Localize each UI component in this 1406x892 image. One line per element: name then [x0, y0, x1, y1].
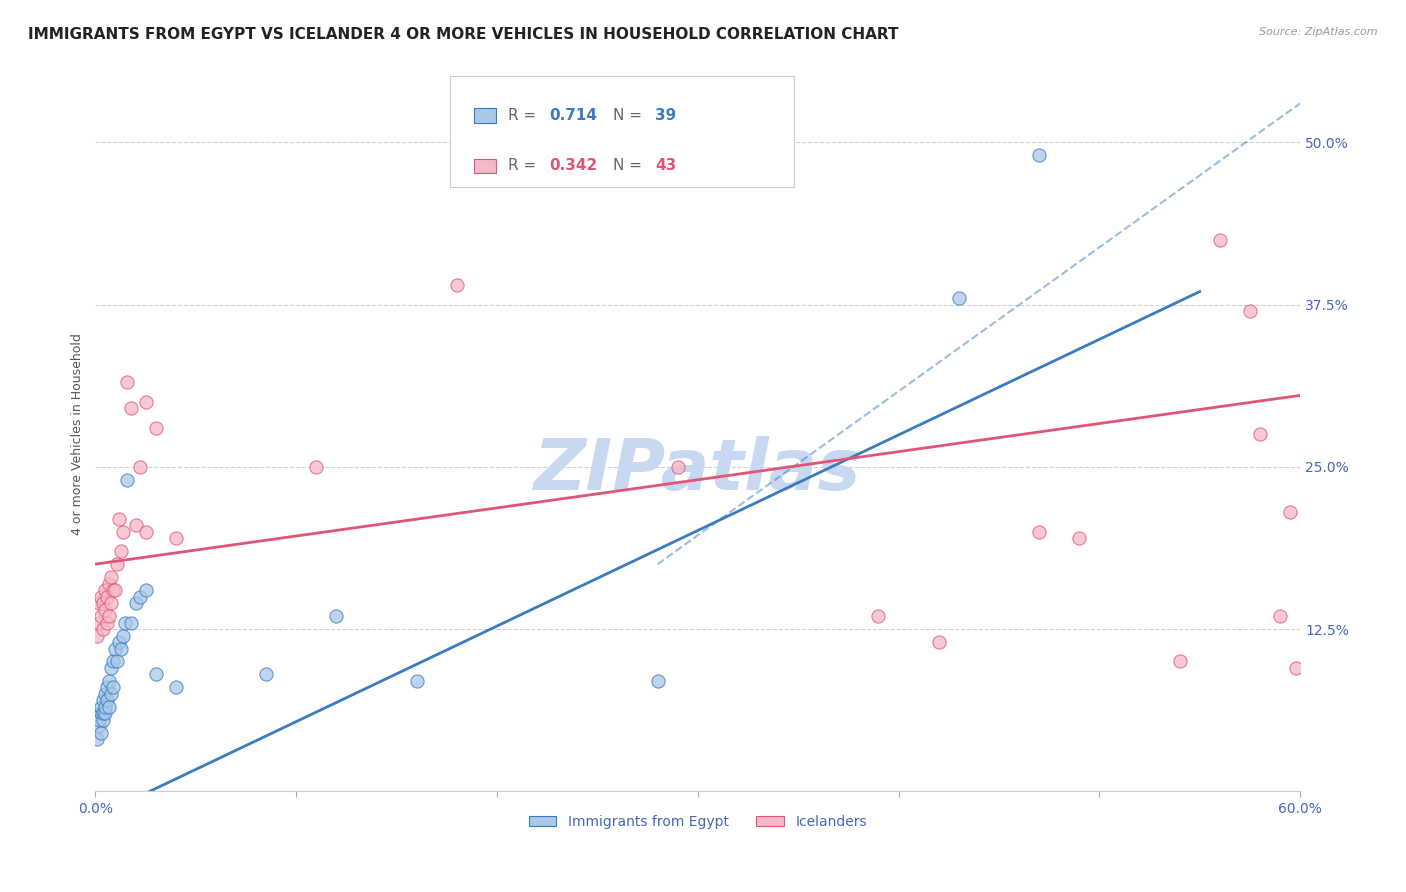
- Point: [89, 615, 111, 630]
- Point: [1069, 531, 1091, 545]
- Point: [86, 732, 108, 747]
- Point: [145, 667, 167, 681]
- Point: [98, 699, 121, 714]
- Point: [117, 376, 139, 390]
- Y-axis label: 4 or more Vehicles in Household: 4 or more Vehicles in Household: [72, 334, 84, 535]
- Point: [94, 699, 117, 714]
- Point: [103, 655, 125, 669]
- Point: [90, 609, 112, 624]
- Point: [110, 544, 132, 558]
- Point: [165, 681, 187, 695]
- Point: [135, 583, 157, 598]
- Point: [405, 673, 427, 688]
- Point: [98, 576, 121, 591]
- Point: [1239, 304, 1261, 318]
- Text: 43: 43: [655, 158, 676, 173]
- Point: [107, 655, 129, 669]
- Point: [100, 596, 122, 610]
- Point: [96, 693, 118, 707]
- Point: [90, 590, 112, 604]
- Text: ZIPatlas: ZIPatlas: [534, 435, 862, 505]
- Point: [96, 590, 118, 604]
- Text: 39: 39: [655, 108, 676, 123]
- Point: [108, 635, 131, 649]
- Point: [121, 615, 143, 630]
- Text: Source: ZipAtlas.com: Source: ZipAtlas.com: [1260, 27, 1378, 37]
- Point: [90, 726, 112, 740]
- Point: [114, 615, 136, 630]
- Point: [103, 583, 125, 598]
- Point: [305, 459, 328, 474]
- Point: [93, 693, 115, 707]
- Text: 0.714: 0.714: [550, 108, 598, 123]
- Point: [868, 609, 890, 624]
- Point: [108, 512, 131, 526]
- Point: [90, 699, 112, 714]
- Point: [666, 459, 689, 474]
- Point: [254, 667, 277, 681]
- Point: [89, 713, 111, 727]
- Point: [94, 706, 117, 721]
- Point: [110, 641, 132, 656]
- Text: N =: N =: [613, 108, 647, 123]
- Point: [86, 628, 108, 642]
- Point: [124, 596, 146, 610]
- Point: [93, 596, 115, 610]
- Point: [103, 681, 125, 695]
- Point: [1279, 505, 1302, 519]
- Point: [107, 557, 129, 571]
- Text: N =: N =: [613, 158, 647, 173]
- Point: [112, 628, 135, 642]
- Point: [1168, 655, 1191, 669]
- Legend: Immigrants from Egypt, Icelanders: Immigrants from Egypt, Icelanders: [523, 809, 872, 834]
- Point: [128, 459, 150, 474]
- Point: [1268, 609, 1291, 624]
- Point: [93, 622, 115, 636]
- Point: [128, 590, 150, 604]
- Point: [94, 583, 117, 598]
- Point: [89, 719, 111, 733]
- Point: [94, 687, 117, 701]
- Point: [145, 421, 167, 435]
- Point: [117, 473, 139, 487]
- Point: [100, 661, 122, 675]
- Point: [98, 609, 121, 624]
- Point: [1209, 233, 1232, 247]
- Point: [100, 570, 122, 584]
- Point: [135, 524, 157, 539]
- Text: 0.342: 0.342: [550, 158, 598, 173]
- Point: [1028, 148, 1050, 162]
- Point: [96, 681, 118, 695]
- Point: [928, 635, 950, 649]
- Point: [96, 615, 118, 630]
- Point: [135, 395, 157, 409]
- Point: [1285, 661, 1308, 675]
- Point: [325, 609, 347, 624]
- Point: [93, 713, 115, 727]
- Point: [89, 596, 111, 610]
- Point: [1249, 427, 1271, 442]
- Text: IMMIGRANTS FROM EGYPT VS ICELANDER 4 OR MORE VEHICLES IN HOUSEHOLD CORRELATION C: IMMIGRANTS FROM EGYPT VS ICELANDER 4 OR …: [28, 27, 898, 42]
- Point: [121, 401, 143, 416]
- Point: [165, 531, 187, 545]
- Point: [100, 687, 122, 701]
- Point: [1028, 524, 1050, 539]
- Point: [104, 583, 127, 598]
- Point: [124, 518, 146, 533]
- Text: R =: R =: [508, 158, 541, 173]
- Point: [94, 602, 117, 616]
- Point: [93, 706, 115, 721]
- Point: [90, 706, 112, 721]
- Point: [647, 673, 669, 688]
- Point: [104, 641, 127, 656]
- Point: [446, 278, 468, 293]
- Text: R =: R =: [508, 108, 541, 123]
- Point: [98, 673, 121, 688]
- Point: [948, 291, 970, 305]
- Point: [112, 524, 135, 539]
